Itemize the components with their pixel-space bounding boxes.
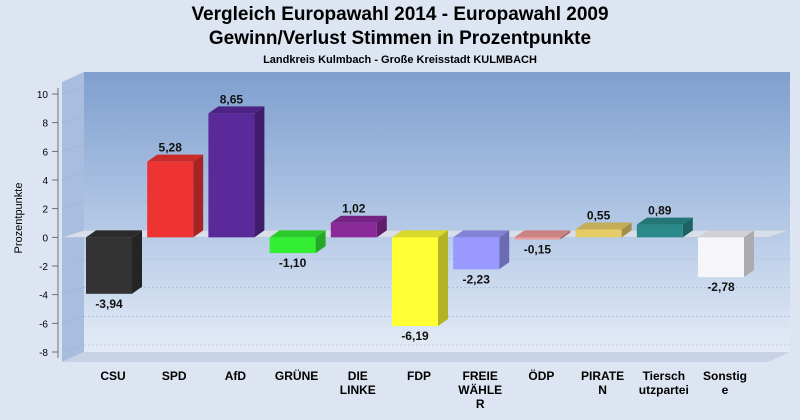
bar-top — [269, 230, 326, 238]
bar — [698, 230, 754, 278]
bar-side — [499, 230, 510, 270]
gridline-side — [61, 316, 85, 324]
bar-value-label: -6,19 — [401, 329, 429, 343]
x-category-label: LINKE — [340, 383, 376, 397]
bar-top — [330, 215, 387, 223]
bar-top — [514, 230, 571, 238]
bar-top — [575, 222, 632, 230]
y-tick-label: 2 — [42, 205, 48, 216]
bar-value-label: 0,55 — [587, 208, 611, 222]
bar-front — [453, 237, 500, 270]
bar-side — [376, 215, 387, 238]
bar-value-label: -1,10 — [279, 256, 307, 270]
bar — [269, 230, 326, 254]
x-category-label: CSU — [100, 369, 125, 383]
bar — [147, 154, 204, 238]
x-category-label: SPD — [162, 369, 187, 383]
bar-top — [392, 230, 448, 238]
x-category-label: ÖDP — [528, 368, 554, 383]
bar — [453, 230, 510, 270]
gridline-side — [61, 344, 85, 353]
y-tick-label: -4 — [39, 291, 48, 302]
bar — [636, 217, 693, 238]
gridline-side — [61, 86, 85, 95]
y-tick-label: -2 — [39, 262, 48, 273]
y-tick-label: 4 — [42, 176, 48, 187]
bar-value-label: -0,15 — [524, 242, 552, 256]
bar-top — [208, 106, 265, 114]
plot-floor — [62, 352, 790, 362]
bar — [86, 230, 142, 294]
x-category-label: DIE — [348, 369, 368, 383]
y-tick-label: -6 — [39, 319, 48, 330]
x-category-label: FREIE — [463, 369, 498, 383]
y-axis-label: Prozentpunkte — [13, 183, 25, 254]
x-category-label: Tiersch — [643, 369, 685, 383]
gridline-side — [61, 287, 85, 295]
bar-front — [392, 237, 438, 327]
bar-value-label: 1,02 — [342, 202, 366, 216]
bar-side — [315, 230, 326, 254]
bar-top — [147, 154, 204, 162]
bar-front — [575, 229, 622, 238]
gridline-side — [61, 172, 85, 181]
chart-title-line1: Vergleich Europawahl 2014 - Europawahl 2… — [191, 4, 609, 25]
x-category-label: e — [722, 383, 729, 397]
bar-top — [698, 230, 754, 238]
bar — [330, 215, 387, 238]
bar-top — [636, 217, 693, 225]
bar-front — [330, 222, 377, 238]
bar-front — [208, 113, 255, 238]
bar-value-label: -2,23 — [463, 272, 491, 286]
x-category-label: PIRATE — [581, 369, 624, 383]
bar-value-label: 5,28 — [159, 141, 183, 155]
bar — [208, 106, 265, 238]
x-category-label: R — [476, 397, 485, 411]
x-category-label: utzpartei — [639, 383, 689, 397]
gridline-side — [61, 144, 85, 152]
y-tick-label: 10 — [37, 90, 49, 101]
bar-value-label: 0,89 — [648, 204, 672, 218]
bar-value-label: -2,78 — [707, 280, 735, 294]
bar-top — [86, 230, 142, 238]
bar-front — [514, 237, 561, 240]
x-category-label: FDP — [407, 369, 431, 383]
gridline-side — [61, 201, 85, 209]
bar-front — [269, 237, 316, 254]
bar-side — [682, 217, 693, 238]
bar-side — [193, 154, 204, 238]
x-category-label: AfD — [225, 369, 247, 383]
bar-top — [453, 230, 510, 238]
bar-side — [744, 230, 754, 278]
bar-value-label: 8,65 — [220, 92, 244, 106]
bar — [575, 222, 632, 238]
gridline-side — [61, 258, 85, 267]
bar-side — [254, 106, 265, 238]
bar — [392, 230, 448, 327]
gridline-side — [61, 115, 85, 123]
bar-front — [698, 237, 744, 278]
y-tick-label: -8 — [39, 348, 48, 359]
x-category-label: GRÜNE — [275, 368, 318, 383]
y-tick-label: 0 — [42, 233, 48, 244]
bar-side — [560, 230, 571, 240]
chart-subtitle: Landkreis Kulmbach - Große Kreisstadt KU… — [263, 54, 537, 66]
bar-front — [86, 237, 132, 294]
chart-title-line2: Gewinn/Verlust Stimmen in Prozentpunkte — [208, 28, 592, 49]
x-category-label: WÄHLE — [458, 382, 502, 397]
bar-side — [621, 222, 632, 238]
bar-front — [147, 161, 194, 238]
bar-front — [636, 224, 683, 238]
y-tick-label: 8 — [42, 119, 48, 130]
y-tick-label: 6 — [42, 147, 48, 158]
bar — [514, 230, 571, 240]
plot-side-wall — [62, 72, 84, 362]
x-category-label: N — [598, 383, 607, 397]
bar-side — [438, 230, 448, 327]
x-category-label: Sonstig — [703, 369, 747, 383]
bar-value-label: -3,94 — [95, 297, 123, 311]
bar-side — [132, 230, 142, 294]
